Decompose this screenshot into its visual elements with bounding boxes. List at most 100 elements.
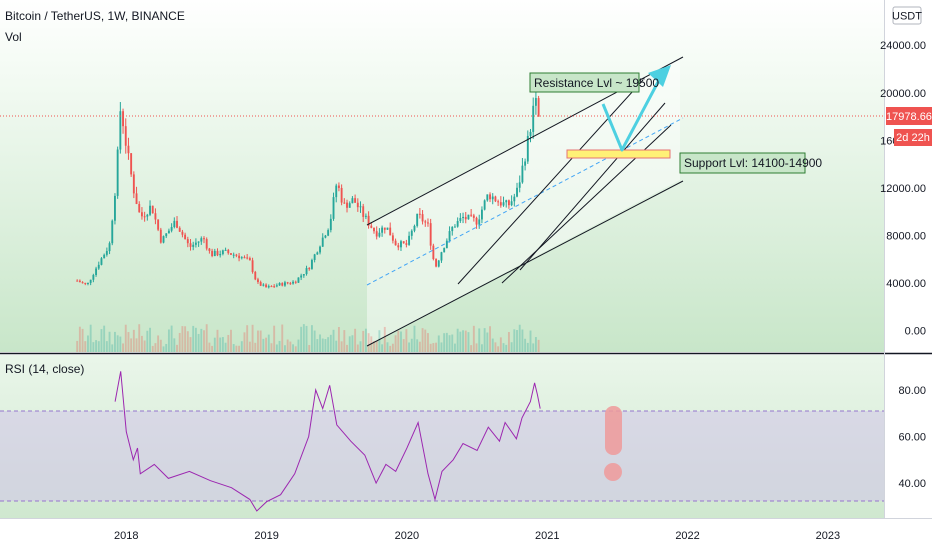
candle-body — [286, 282, 289, 284]
volume-bar — [397, 330, 400, 352]
price-axis-bg — [884, 0, 932, 352]
candle-body — [219, 254, 222, 256]
candle-body — [135, 193, 138, 205]
volume-bar — [451, 334, 454, 352]
current-price-badge: 17978.66 — [886, 107, 932, 125]
rsi-tick-label: 40.00 — [898, 478, 926, 490]
volume-bar — [308, 344, 311, 352]
candle-body — [367, 215, 370, 226]
projection-arrow[interactable] — [601, 81, 660, 152]
volume-bar — [127, 332, 130, 352]
inner-channel-line-1[interactable] — [457, 79, 644, 285]
channel-mid-dashed-line[interactable] — [366, 117, 684, 286]
volume-bar — [84, 341, 87, 352]
volume-bar — [329, 334, 332, 352]
candle-body — [138, 204, 141, 213]
candle-body — [159, 229, 162, 243]
volume-bar — [238, 345, 241, 352]
currency-badge[interactable]: USDT — [892, 6, 922, 25]
candle-body — [416, 213, 419, 226]
candle-body — [459, 218, 462, 222]
volume-bar — [313, 330, 316, 352]
volume-bar — [92, 342, 95, 352]
volume-bar — [203, 330, 205, 352]
volume-bar — [356, 344, 359, 352]
candle-body — [475, 217, 478, 225]
candle-body — [348, 203, 351, 208]
candle-body — [143, 216, 146, 218]
support-annotation[interactable]: Support Lvl: 14100-14900 — [679, 152, 822, 174]
volume-bar — [178, 332, 181, 352]
candle-body — [486, 194, 489, 201]
volume-bar — [324, 339, 327, 352]
symbol-title[interactable]: Bitcoin / TetherUS, 1W, BINANCE — [5, 9, 185, 23]
current-price-value: 17978.66 — [886, 111, 932, 123]
volume-bar — [532, 343, 535, 352]
candle-body — [521, 165, 524, 183]
candle-body — [265, 284, 268, 288]
rsi-indicator-label[interactable]: RSI (14, close) — [5, 362, 84, 376]
exclamation-mark[interactable] — [604, 406, 622, 481]
volume-bar — [472, 325, 475, 352]
volume-histogram — [76, 324, 540, 352]
volume-bar — [246, 325, 249, 352]
volume-bar — [327, 337, 330, 352]
volume-bar — [470, 345, 473, 352]
candle-body — [418, 213, 421, 215]
resistance-annotation[interactable]: Resistance Lvl ~ 19500 — [529, 72, 659, 93]
candle-body — [243, 257, 246, 259]
volume-bar — [265, 337, 268, 352]
candle-body — [275, 285, 278, 287]
volume-bar — [157, 335, 160, 352]
candle-body — [502, 202, 505, 206]
candle-body — [518, 182, 521, 188]
candle-body — [308, 268, 311, 270]
volume-bar — [518, 324, 521, 352]
candle-body — [154, 213, 157, 220]
price-axis[interactable]: 0.004000.008000.0012000.0016000.0020000.… — [880, 40, 926, 337]
candle-body — [259, 282, 262, 286]
candle-body — [281, 283, 284, 286]
volume-bar — [332, 329, 335, 352]
candle-body — [230, 253, 232, 255]
candle-body — [378, 232, 381, 237]
support-zone[interactable] — [566, 149, 671, 159]
candle-body — [343, 202, 346, 204]
volume-bar — [165, 343, 168, 352]
candle-body — [537, 98, 540, 117]
candle-body — [149, 205, 151, 215]
volume-bar — [119, 336, 122, 352]
volume-bar — [443, 333, 446, 352]
volume-bar — [230, 329, 232, 352]
candle-body — [324, 235, 327, 238]
support-label: Support Lvl: 14100-14900 — [684, 156, 822, 170]
volume-bar — [240, 341, 243, 352]
rsi-axis[interactable]: 40.00 60.00 80.00 — [898, 385, 926, 490]
volume-bar — [502, 343, 505, 352]
volume-bar — [459, 331, 462, 352]
candle-body — [346, 202, 348, 208]
candle-body — [170, 227, 173, 231]
volume-bar — [170, 325, 173, 352]
volume-bar — [424, 329, 427, 352]
volume-bar — [489, 326, 491, 352]
time-axis[interactable]: 2018 2019 2020 2021 2022 2023 — [114, 530, 840, 542]
volume-bar — [386, 342, 389, 352]
candle-body — [140, 212, 143, 217]
candle-body — [289, 283, 292, 285]
volume-bar — [140, 335, 143, 352]
candle-body — [305, 268, 308, 275]
candle-body — [114, 195, 116, 221]
price-tick-label: 24000.00 — [880, 40, 926, 52]
volume-bar — [394, 335, 397, 352]
price-tick-label: 20000.00 — [880, 88, 926, 100]
volume-bar — [124, 324, 127, 352]
candle-body — [497, 201, 500, 203]
price-tick-label: 12000.00 — [880, 183, 926, 195]
candle-body — [529, 131, 532, 136]
candle-body — [111, 220, 114, 244]
candle-body — [284, 282, 286, 286]
volume-indicator-label[interactable]: Vol — [5, 30, 22, 44]
inner-channel-line-2[interactable] — [519, 102, 666, 271]
candle-body — [470, 214, 473, 216]
